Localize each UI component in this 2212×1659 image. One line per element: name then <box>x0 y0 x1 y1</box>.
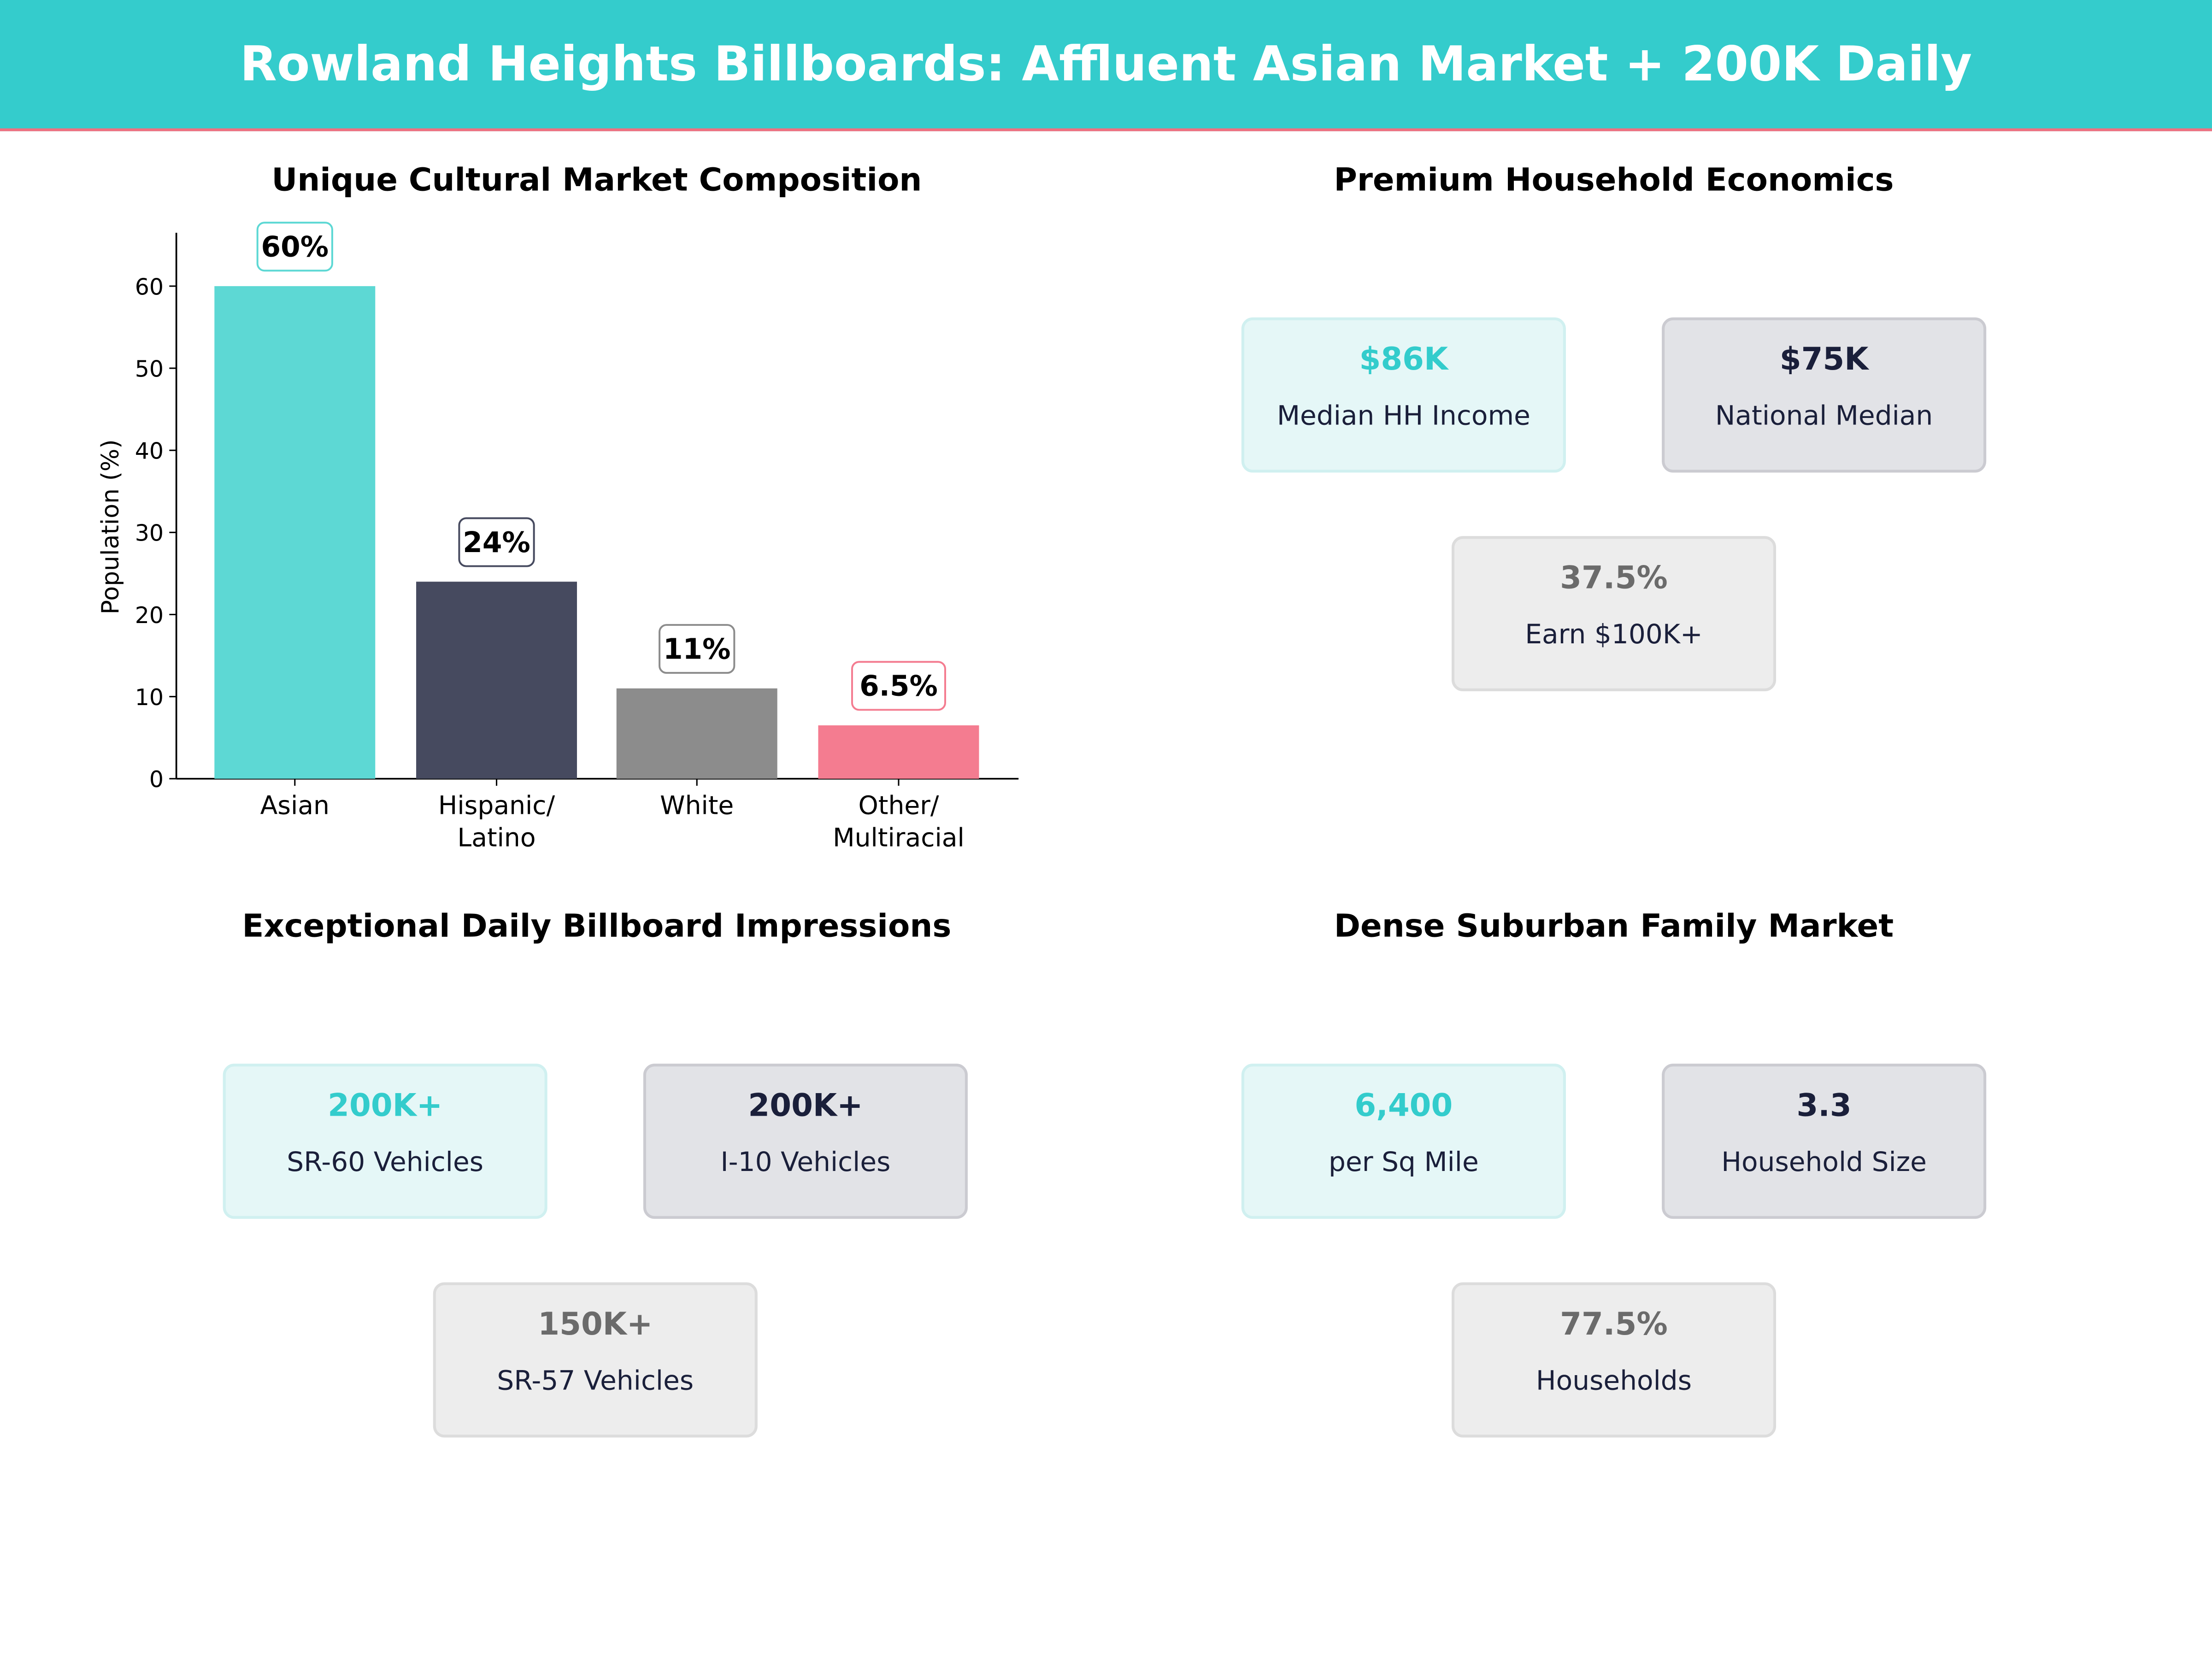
bar-chart: 0 10 20 30 40 50 60 Population (%) Asian 60% Hispa… <box>97 222 1019 853</box>
stat-card: 150K+ SR-57 Vehicles <box>433 1282 758 1438</box>
stat-label: National Median <box>1715 400 1933 432</box>
stat-label: I-10 Vehicles <box>720 1147 891 1178</box>
y-tick-label: 0 <box>149 766 164 793</box>
data-label-box <box>256 222 333 272</box>
stat-value: 6,400 <box>1354 1089 1453 1124</box>
header-banner: Rowland Heights Billboards: Affluent Asi… <box>0 0 2212 131</box>
stat-label: SR-57 Vehicles <box>497 1365 694 1397</box>
data-label: 24% <box>463 526 530 559</box>
stat-value: 200K+ <box>328 1089 443 1124</box>
stat-label: Households <box>1535 1365 1692 1397</box>
y-tick-label: 30 <box>135 520 164 547</box>
data-label: 60% <box>261 231 329 264</box>
page-title: Rowland Heights Billboards: Affluent Asi… <box>240 36 1972 93</box>
panel-title: Exceptional Daily Billboard Impressions <box>242 908 952 946</box>
stat-value: $86K <box>1359 342 1448 378</box>
y-tick-label: 10 <box>135 684 164 711</box>
x-tick-label: White <box>660 790 734 820</box>
panel-title: Premium Household Economics <box>1334 162 1894 199</box>
stat-value: $75K <box>1779 342 1869 378</box>
y-tick-label: 60 <box>135 274 164 300</box>
stat-value: 3.3 <box>1796 1089 1852 1124</box>
stat-label: Earn $100K+ <box>1525 619 1703 651</box>
stat-card: 200K+ SR-60 Vehicles <box>223 1064 547 1219</box>
stat-value: 150K+ <box>538 1307 653 1343</box>
x-tick-label: Asian <box>260 790 329 820</box>
stat-value: 200K+ <box>748 1089 863 1124</box>
stat-card: $75K National Median <box>1662 317 1987 473</box>
bar <box>616 688 777 779</box>
bar <box>416 582 577 779</box>
data-label: 11% <box>663 633 731 666</box>
y-tick-label: 20 <box>135 602 164 629</box>
x-tick-label: Other/ <box>858 790 939 820</box>
panel-title: Dense Suburban Family Market <box>1334 908 1894 946</box>
data-label: 6.5% <box>859 670 938 703</box>
bar <box>214 286 376 779</box>
chart-title: Unique Cultural Market Composition <box>271 162 922 199</box>
y-tick-label: 40 <box>135 438 164 465</box>
data-label-box <box>659 624 735 674</box>
stat-value: 77.5% <box>1560 1307 1668 1343</box>
y-tick-label: 50 <box>135 356 164 382</box>
bar <box>818 725 979 779</box>
stat-card: 3.3 Household Size <box>1662 1064 1987 1219</box>
stat-label: per Sq Mile <box>1329 1147 1479 1178</box>
data-label-box <box>458 517 535 567</box>
stat-card: $86K Median HH Income <box>1241 317 1566 473</box>
stat-label: Household Size <box>1721 1147 1927 1178</box>
x-tick-label: Multiracial <box>833 823 965 853</box>
stat-value: 37.5% <box>1560 561 1668 597</box>
stat-card: 6,400 per Sq Mile <box>1241 1064 1566 1219</box>
stat-label: SR-60 Vehicles <box>287 1147 484 1178</box>
stat-card: 77.5% Households <box>1451 1282 1777 1438</box>
y-axis-label: Population (%) <box>97 439 124 614</box>
x-tick-label: Latino <box>458 823 536 853</box>
data-label-box <box>851 661 946 711</box>
x-tick-label: Hispanic/ <box>438 790 555 820</box>
stat-label: Median HH Income <box>1277 400 1530 432</box>
stat-card: 200K+ I-10 Vehicles <box>643 1064 968 1219</box>
stat-card: 37.5% Earn $100K+ <box>1451 536 1777 691</box>
